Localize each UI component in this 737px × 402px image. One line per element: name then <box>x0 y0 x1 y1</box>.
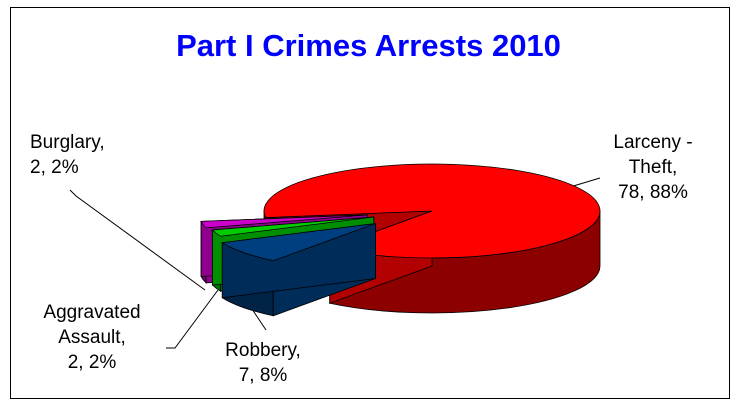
data-label-robbery: Robbery, 7, 8% <box>208 338 318 388</box>
leader-line-robbery <box>251 308 267 331</box>
data-label-value: 2, 2% <box>67 352 117 373</box>
data-label-name: Assault, <box>58 327 126 348</box>
data-label-name: Aggravated <box>43 302 141 323</box>
pie-slice-robbery <box>221 222 376 317</box>
chart-title: Part I Crimes Arrests 2010 <box>176 28 561 63</box>
slice-top-face <box>263 163 601 259</box>
leader-line-aggravated-assault <box>166 289 219 349</box>
data-label-value: 78, 88% <box>618 182 688 203</box>
slice-top-face <box>200 214 368 229</box>
slice-top-face <box>221 223 376 262</box>
data-label-value: 7, 8% <box>238 365 288 386</box>
data-label-aggravated-assault: Aggravated Assault, 2, 2% <box>22 300 162 375</box>
data-label-name: Theft, <box>628 157 678 178</box>
slice-top-face <box>211 216 374 237</box>
data-label-larceny-theft: Larceny - Theft, 78, 88% <box>588 130 718 205</box>
data-label-name: Robbery, <box>225 340 301 361</box>
data-label-value: 2, 2% <box>30 157 79 178</box>
data-label-name: Burglary, <box>30 132 105 153</box>
data-label-burglary: Burglary, 2, 2% <box>30 130 130 180</box>
chart-frame <box>10 7 730 399</box>
data-label-name: Larceny - <box>613 132 693 153</box>
leader-line-burglary <box>69 189 206 291</box>
